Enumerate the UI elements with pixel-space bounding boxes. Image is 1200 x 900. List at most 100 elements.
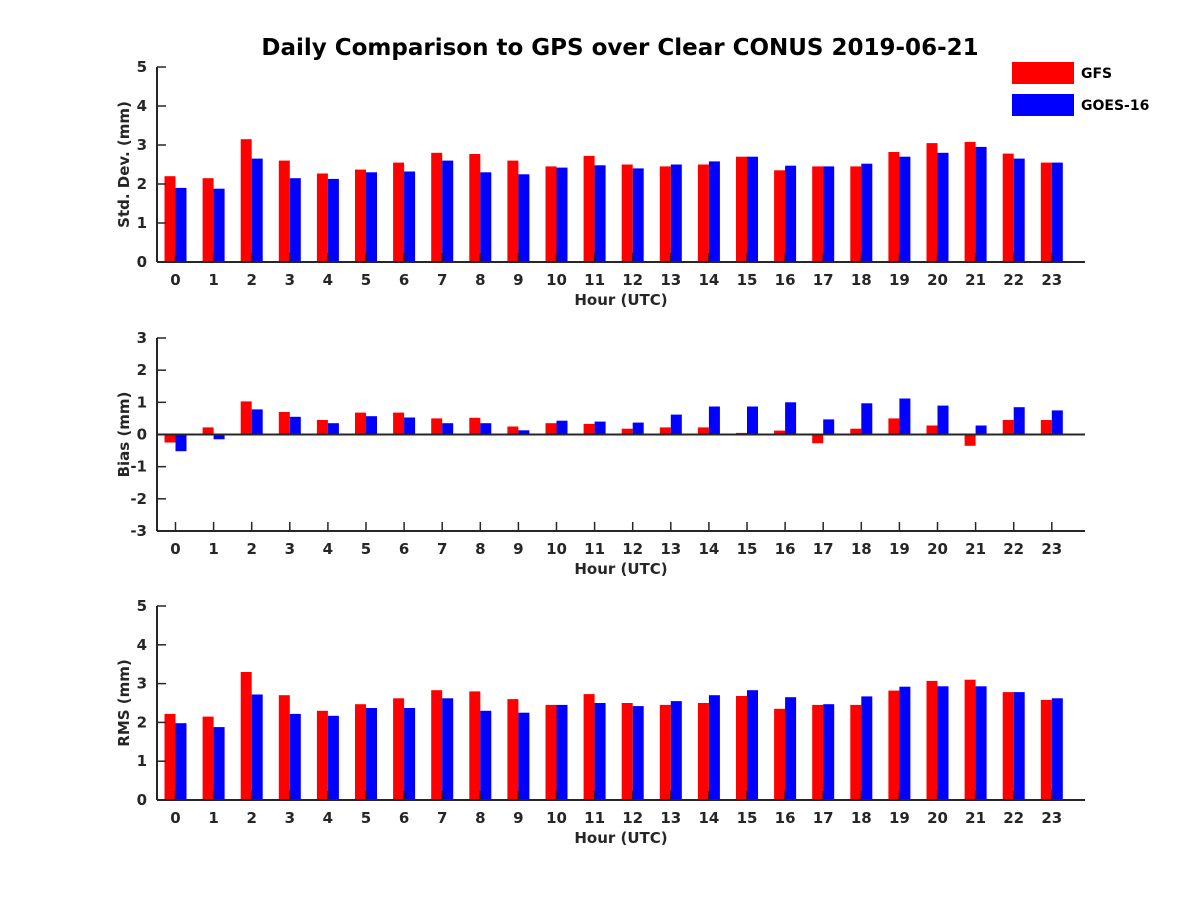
rms-bar-goes16-hour-22 [1013,692,1025,800]
std-dev-bar-goes16-hour-10 [556,167,568,262]
std-dev-bar-gfs-hour-19 [888,152,900,262]
bias-x-tick-label-5: 5 [361,540,371,558]
bias-bar-goes16-hour-16 [785,402,797,435]
std-dev-bar-gfs-hour-15 [736,156,747,262]
rms-bar-gfs-hour-23 [1040,699,1052,800]
bias-bar-goes16-hour-18 [861,403,873,435]
rms-bar-gfs-hour-6 [393,698,405,800]
rms-bar-goes16-hour-10 [556,704,568,800]
std-dev-x-tick-label-6: 6 [399,271,409,289]
rms-x-tick-label-1: 1 [208,809,218,827]
std-dev-bar-gfs-hour-16 [774,170,786,262]
legend-item-goes16: GOES-16 [1012,94,1149,116]
std-dev-x-tick-label-8: 8 [475,271,485,289]
std-dev-y-tick-label: 0 [137,253,147,271]
bias-x-tick-label-10: 10 [546,540,567,558]
std-dev-x-tick-label-12: 12 [622,271,643,289]
bias-y-tick-label: -2 [130,490,147,508]
std-dev-bar-gfs-hour-3 [278,160,290,262]
bias-x-tick-label-22: 22 [1003,540,1024,558]
bias-y-tick-label: 0 [137,426,147,444]
bias-series-goes16 [175,398,1063,452]
bias-y-tick-label: 3 [137,329,147,347]
rms-bar-goes16-hour-14 [708,695,720,800]
legend-label-goes16: GOES-16 [1081,98,1149,114]
std-dev-x-tick-label-17: 17 [813,271,834,289]
rms-x-tick-label-6: 6 [399,809,409,827]
bias-x-tick-label-23: 23 [1041,540,1062,558]
std-dev-x-tick-label-1: 1 [208,271,218,289]
bias-bar-goes16-hour-6 [404,417,416,435]
bias-x-tick-label-21: 21 [965,540,986,558]
rms-bar-gfs-hour-14 [697,703,709,800]
std-dev-bar-goes16-hour-9 [518,174,530,263]
rms-y-tick-label: 4 [137,636,147,654]
bias-x-tick-label-3: 3 [285,540,295,558]
bias-x-tick-label-7: 7 [437,540,447,558]
bias-bar-goes16-hour-8 [480,423,492,435]
std-dev-bar-goes16-hour-14 [708,161,720,262]
std-dev-bar-gfs-hour-10 [545,166,557,262]
rms-y-tick-label: 2 [137,713,147,731]
bias-bar-goes16-hour-21 [975,425,987,435]
std-dev-x-tick-label-7: 7 [437,271,447,289]
bias-bar-goes16-hour-12 [632,422,644,435]
bias-x-tick-label-20: 20 [927,540,948,558]
bias-bar-goes16-hour-4 [327,423,339,435]
rms-bar-goes16-hour-20 [937,686,949,800]
rms-bar-gfs-hour-7 [431,690,443,800]
bias-bar-gfs-hour-19 [888,418,900,435]
bias-x-tick-label-13: 13 [660,540,681,558]
std-dev-bar-goes16-hour-11 [594,165,606,262]
bias-bar-gfs-hour-5 [355,412,366,435]
bias-y-tick-label: -1 [130,458,147,476]
bias-x-tick-label-17: 17 [813,540,834,558]
rms-bar-goes16-hour-0 [175,723,187,800]
rms-x-axis-label: Hour (UTC) [574,829,667,847]
std-dev-bar-gfs-hour-8 [469,154,481,262]
std-dev-bar-goes16-hour-7 [442,160,454,262]
rms-bar-goes16-hour-8 [480,710,492,800]
std-dev-bar-goes16-hour-20 [937,152,949,262]
std-dev-bar-goes16-hour-6 [404,171,416,262]
std-dev-y-tick-label: 1 [137,214,147,232]
std-dev-bar-gfs-hour-18 [850,166,862,262]
rms-x-tick-label-4: 4 [323,809,333,827]
rms-x-tick-label-3: 3 [285,809,295,827]
std-dev-bar-gfs-hour-4 [316,173,328,262]
rms-bar-gfs-hour-22 [1002,692,1014,800]
bias-bar-goes16-hour-1 [213,434,225,440]
bias-bar-gfs-hour-3 [278,412,290,435]
bias-bar-goes16-hour-13 [670,414,682,435]
rms-bar-goes16-hour-21 [975,686,987,800]
std-dev-bar-goes16-hour-17 [823,166,835,262]
rms-bar-gfs-hour-17 [812,704,824,800]
legend-swatch-goes16 [1012,94,1074,116]
std-dev-y-axis-label: Std. Dev. (mm) [115,101,133,228]
bias-bar-gfs-hour-22 [1002,420,1014,435]
std-dev-bar-gfs-hour-2 [240,139,252,262]
bias-x-tick-label-16: 16 [775,540,796,558]
rms-x-tick-label-18: 18 [851,809,872,827]
chart-title: Daily Comparison to GPS over Clear CONUS… [261,35,978,61]
bias-bar-gfs-hour-10 [545,423,557,435]
std-dev-x-tick-label-2: 2 [246,271,256,289]
std-dev-bar-goes16-hour-5 [366,172,377,262]
rms-x-tick-label-14: 14 [698,809,719,827]
rms-bar-goes16-hour-7 [442,698,454,800]
bias-x-tick-label-6: 6 [399,540,409,558]
bias-bar-gfs-hour-16 [774,430,786,435]
rms-bar-goes16-hour-18 [861,696,873,800]
bias-bar-gfs-hour-17 [812,434,824,444]
bias-series-gfs [164,401,1052,446]
rms-x-tick-label-10: 10 [546,809,567,827]
std-dev-x-tick-label-0: 0 [170,271,180,289]
rms-series-goes16 [175,686,1063,800]
rms-bar-goes16-hour-23 [1051,698,1063,800]
std-dev-y-tick-label: 5 [137,58,147,76]
std-dev-bar-goes16-hour-21 [975,146,987,262]
bias-bar-gfs-hour-9 [507,426,519,435]
rms-y-tick-label: 3 [137,675,147,693]
